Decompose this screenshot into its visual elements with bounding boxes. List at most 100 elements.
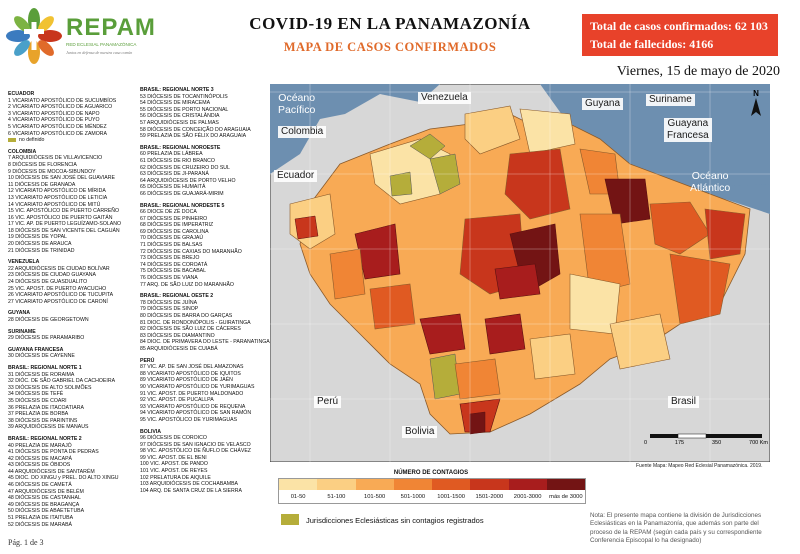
list-item: 90 VICARIATO APOSTÓLICO DE YURIMAGUAS	[140, 383, 255, 390]
scale-labels: 0 175 350 700 Km	[644, 440, 768, 446]
list-item: 3 VICARIATO APOSTÓLICO DE NAPO	[8, 110, 100, 117]
list-item: 103 ARQUIDIÓCESIS DE COCHABAMBA	[140, 481, 239, 488]
list-item: 84 DIOC. DE PRIMAVERA DO LESTE - PARANAT…	[140, 339, 270, 346]
north-arrow-icon: N	[751, 89, 761, 116]
no-contagion-label: Jurisdicciones Eclesiásticas sin contagi…	[306, 516, 484, 525]
list-item: 23 DIÓCESIS DE CIUDAD GUAYANA	[8, 272, 97, 279]
section-brasil-oeste2: BRASIL: REGIONAL OESTE 2	[140, 293, 214, 300]
legend-label: 1501-2000	[475, 494, 504, 500]
legend-class: 1001-1500	[432, 479, 471, 503]
list-brasil-noroeste: 60 PRELAZIA DE LÁBREA 61 DIÓCESIS DE RIO …	[140, 151, 268, 197]
region-no-contagion-1	[409, 133, 446, 160]
legend-label: 01-50	[290, 494, 306, 500]
list-item: 101 VIC. APOST. DE REYES	[140, 468, 208, 475]
label-brasil: Brasil	[668, 396, 700, 408]
list-item: 73 DIÓCESIS DE BREJO	[140, 255, 200, 262]
list-item: 11 DIÓCESIS DE GRANADA	[8, 181, 76, 188]
legend-swatch	[546, 479, 585, 490]
list-item: 7 ARQUIDIÓCESIS DE VILLAVICENCIO	[8, 155, 103, 162]
map-canvas: N	[270, 84, 770, 462]
section-ecuador: ECUADOR	[8, 91, 35, 97]
legend-label: 51-100	[327, 494, 346, 500]
list-item: 100 VIC. APOST. DE PANDO	[140, 461, 208, 468]
legend-class: 51-100	[317, 479, 356, 503]
list-item: 50 DIÓCESIS DE ABAETETUBA	[8, 508, 85, 515]
list-item: 59 PRELAZIA DE SÃO FÉLIX DO ARAGUAIA	[140, 133, 247, 140]
list-item: 54 DIÓCESIS DE MIRACEMA	[140, 100, 211, 107]
list-item: 32 DIÓC. DE SÃO GABRIEL DA CACHOEIRA	[8, 378, 116, 385]
list-item: 46 DIÓCESIS DE CAMETÁ	[8, 482, 72, 489]
list-item: 64 ARQUIDIÓCESIS DE PORTO VELHO	[140, 177, 236, 184]
list-item: 4 VICARIATO APOSTÓLICO DE PUYO	[8, 117, 100, 124]
list-item: 31 DIÓCESIS DE RORAIMA	[8, 371, 75, 378]
list-item: 65 DIÓCESIS DE HUMAITÁ	[140, 184, 206, 191]
legend-swatch	[317, 479, 356, 490]
legend-label: 501-1000	[400, 494, 426, 500]
section-brasil-norte2: BRASIL: REGIONAL NORTE 2	[8, 435, 82, 442]
section-peru: PERÚ	[140, 357, 155, 364]
list-brasil-norte3: 53 DIÓCESIS DE TOCANTINÓPOLIS 54 DIÓCESIS…	[140, 94, 268, 140]
list-brasil-nordeste5: 66 DIOCE DE ZÉ DOCA 67 DIÓCESIS DE PINHEI…	[140, 209, 268, 288]
list-item: 18 DIÓCESIS DE SAN VICENTE DEL CAGUÁN	[8, 227, 120, 234]
svg-text:N: N	[753, 89, 759, 98]
repam-logo: REPAM RED ECLESIAL PANAMAZÓNICA Juntos e…	[6, 8, 155, 64]
list-item: 98 VIC. APOSTÓLICO DE ÑUFLO DE CHÁVEZ	[140, 448, 251, 455]
report-date: Viernes, 15 de mayo de 2020	[616, 64, 780, 79]
contagion-legend: 01-50 51-100 101-500 501-1000 1001-1500 1501-…	[278, 478, 586, 504]
region-belem-area	[649, 201, 711, 255]
region-pucallpa	[369, 283, 416, 330]
list-item: 70 DIÓCESIS DE GRAJAÚ	[140, 235, 204, 242]
legend-label: 101-500	[363, 494, 386, 500]
section-guayana-francesa: GUAYANA FRANCESA	[8, 346, 64, 353]
list-colombia: 7 ARQUIDIÓCESIS DE VILLAVICENCIO 8 DIÓCES…	[8, 155, 136, 254]
list-item: 28 DIÓCESIS DE GEORGETOWN	[8, 317, 89, 323]
list-item: 51 PRELAZIA DE ITAITUBA	[8, 515, 74, 522]
list-item: 5 VICARIATO APOSTÓLICO DE MÉNDEZ	[8, 123, 107, 130]
list-item: 68 DIÓCESIS DE IMPERATRIZ	[140, 222, 214, 229]
list-item: 49 DIÓCESIS DE BRAGANÇA	[8, 501, 80, 508]
region-juina	[529, 333, 576, 380]
legend-class: más de 3000	[546, 479, 585, 503]
list-item: 36 PRELAZIA DE ITACOATIARA	[8, 404, 84, 411]
section-bolivia: BOLIVIA	[140, 428, 162, 435]
list-item: 66 DIOCE DE ZÉ DOCA	[140, 209, 197, 216]
repam-leaf-cross-icon	[6, 8, 62, 64]
label-guyana: Guyana	[582, 98, 624, 110]
list-item: 80 DIÓCESIS DE BARRA DO GARÇAS	[140, 313, 233, 319]
label-peru: Perú	[314, 396, 342, 408]
list-item: 55 DIÓCESIS DE PORTO NACIONAL	[140, 106, 229, 113]
region-venezuela-south	[464, 105, 521, 155]
section-venezuela: VENEZUELA	[8, 259, 40, 266]
list-item: 1 VICARIATO APOSTÓLICO DE SUCUMBÍOS	[8, 97, 117, 104]
list-item: 39 ARQUIDIÓCESIS DE MANAUS	[8, 424, 89, 431]
list-item: 30 DIÓCESIS DE CAYENNE	[8, 353, 75, 360]
no-contagion-swatch	[281, 514, 299, 525]
list-peru: 87 VIC. AP. DE SAN JOSÉ DEL AMAZONAS 88 V…	[140, 364, 268, 423]
list-item: 10 DIÓCESIS DE SAN JOSÉ DEL GUAVIARE	[8, 175, 115, 182]
label-venezuela: Venezuela	[418, 92, 471, 104]
brand-motto: Juntos en defensa de nuestra casa común	[66, 50, 133, 55]
list-item: 45 DIOC. DO XINGU y PREL. DO ALTO XINGU	[8, 475, 119, 482]
legend-swatch	[279, 479, 318, 490]
section-colombia: COLOMBIA	[8, 148, 37, 155]
region-sao-luis	[704, 208, 746, 260]
list-item: 52 DIÓCESIS DE MARABÁ	[8, 521, 72, 528]
label-colombia: Colombia	[278, 126, 327, 138]
legend-class: 1501-2000	[470, 479, 509, 503]
total-cases: Total de casos confirmados: 62 103	[590, 19, 768, 33]
list-item: 33 DIÓCESIS DE ALTO SOLIMÕES	[8, 384, 92, 391]
label-ecuador: Ecuador	[274, 170, 318, 182]
region-macapa	[604, 178, 651, 225]
legend-swatch	[470, 479, 509, 490]
list-item: 97 DIÓCESIS DE SAN IGNACIO DE VELASCO	[140, 441, 251, 448]
list-item: 74 DIÓCESIS DE COROATÁ	[140, 261, 208, 268]
region-humaita	[484, 313, 526, 355]
map-source: Fuente Mapa: Mapeo Red Eclesial Panamazó…	[636, 463, 763, 469]
label-guayana-francesa: Guayana Francesa	[664, 118, 712, 142]
section-brasil-nordeste5: BRASIL: REGIONAL NORDESTE 5	[140, 202, 225, 209]
region-yurimaguas	[329, 248, 366, 300]
total-deaths: Total de fallecidos: 4166	[590, 37, 714, 51]
region-no-contagion-3	[389, 171, 413, 197]
label-suriname: Suriname	[646, 94, 695, 106]
panamazonia-map: N Océano Pacífico Océano Atlántico Venezue…	[270, 84, 770, 462]
